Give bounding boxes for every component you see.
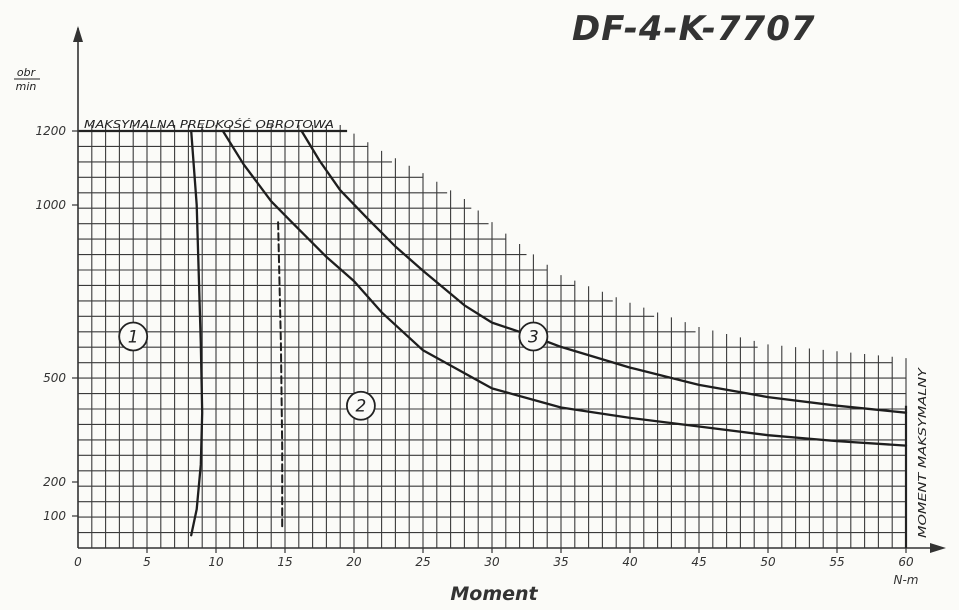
x-tick-label: 25 (415, 555, 430, 569)
x-tick-label: 60 (898, 555, 914, 569)
curve-2 (221, 129, 908, 447)
x-tick-label: 20 (346, 555, 362, 569)
x-tick-label: 30 (484, 555, 500, 569)
curve-3 (300, 129, 908, 414)
x-axis-label: Moment (450, 583, 538, 605)
y-axis-arrow (73, 26, 83, 42)
grid (78, 125, 907, 548)
region-marker-label: 1 (128, 327, 139, 347)
chart-texts: DF-4-K-7707 0 5 10 15 20 25 30 35 40 45 50 55 60 100 20… (14, 9, 929, 605)
x-tick-label: 50 (760, 555, 776, 569)
region-marker-circle (518, 321, 549, 352)
x-axis-arrow (930, 543, 946, 553)
y-unit-numerator: obr (17, 66, 37, 79)
x-tick-label: 35 (553, 555, 568, 569)
axes (72, 26, 946, 553)
region-marker-label: 3 (528, 327, 539, 347)
x-tick-label: 45 (691, 555, 706, 569)
x-tick-label: 5 (143, 555, 151, 569)
x-tick-label: 15 (277, 555, 292, 569)
y-unit-denominator: min (16, 80, 37, 93)
region-marker-circle (345, 390, 376, 421)
x-tick-label: 55 (829, 555, 844, 569)
curve-15 (277, 221, 284, 530)
curve-1 (190, 129, 204, 537)
y-tick-label: 100 (43, 509, 66, 523)
x-tick-label: 40 (622, 555, 638, 569)
y-tick-label: 500 (43, 371, 66, 385)
max-speed-annotation: MAKSYMALNA PRĘDKOŚĆ OBROTOWA (84, 118, 334, 131)
x-tick-label: 0 (74, 555, 82, 569)
curves (190, 129, 908, 537)
y-tick-label: 200 (43, 475, 66, 489)
region-marker-label: 2 (355, 397, 366, 417)
x-unit: N-m (894, 573, 919, 587)
region-marker-circle (118, 321, 149, 352)
y-tick-label: 1200 (35, 124, 66, 138)
chart-title: DF-4-K-7707 (572, 9, 816, 49)
max-torque-annotation: MOMENT MAKSYMALNY (916, 366, 929, 538)
x-tick-label: 10 (208, 555, 224, 569)
y-tick-label: 1000 (35, 198, 66, 212)
